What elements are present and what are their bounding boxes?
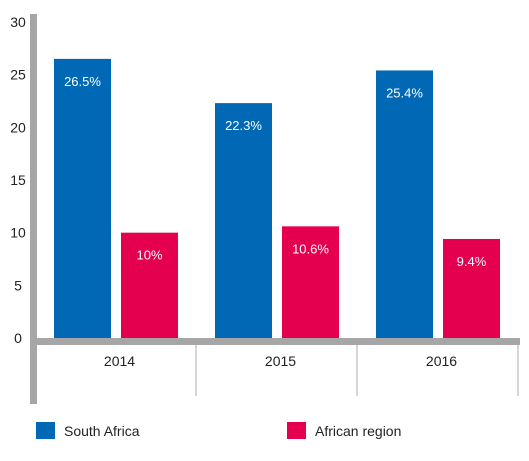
y-tick-label: 0 — [14, 330, 22, 346]
y-axis-line — [30, 14, 37, 404]
legend-swatch — [287, 422, 306, 439]
y-tick-label: 5 — [14, 277, 22, 293]
data-label: 26.5% — [64, 74, 101, 89]
y-tick-label: 20 — [10, 119, 26, 135]
x-tick-label: 2016 — [426, 353, 457, 369]
data-label: 10.6% — [292, 241, 329, 256]
y-tick-label: 25 — [10, 67, 26, 83]
data-label: 9.4% — [457, 254, 487, 269]
legend-swatch — [36, 422, 55, 439]
y-tick-label: 15 — [10, 172, 26, 188]
legend-label: South Africa — [64, 423, 140, 439]
bar-african-region-2015 — [282, 226, 339, 338]
bar-african-region-2014 — [121, 232, 178, 338]
axes-group — [30, 14, 520, 404]
bar-south-africa-2016 — [376, 70, 433, 338]
legend: South Africa African region — [36, 422, 401, 439]
data-label: 10% — [136, 248, 162, 263]
legend-label: African region — [315, 423, 401, 439]
x-axis-line — [30, 338, 520, 345]
y-tick-label: 30 — [10, 14, 26, 30]
data-label: 22.3% — [225, 118, 262, 133]
bar-african-region-2016 — [443, 238, 500, 338]
data-label: 25.4% — [386, 85, 423, 100]
x-axis-ticks: 2014 2015 2016 — [104, 353, 457, 369]
bar-south-africa-2014 — [54, 58, 111, 338]
bar-south-africa-2015 — [215, 103, 272, 339]
x-tick-label: 2015 — [265, 353, 296, 369]
bars-group: 26.5% 22.3% 25.4% 10% 10.6% 9.4% — [54, 58, 500, 339]
y-tick-label: 10 — [10, 225, 26, 241]
x-tick-label: 2014 — [104, 353, 135, 369]
y-axis-ticks: 0 5 10 15 20 25 30 — [10, 14, 26, 346]
